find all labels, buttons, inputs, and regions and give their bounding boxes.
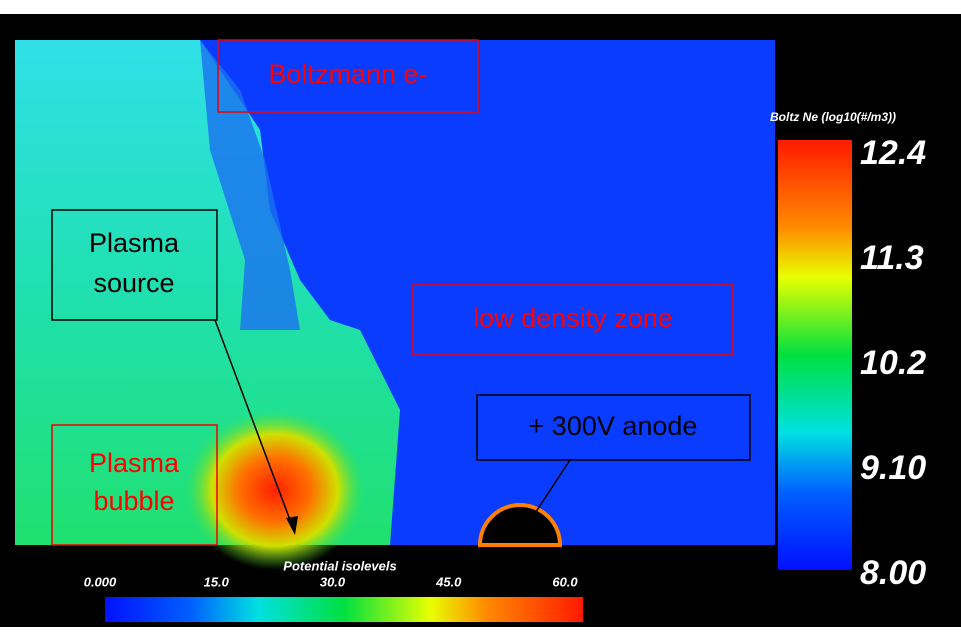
density-colorbar xyxy=(778,140,852,570)
colorbar-title: Boltz Ne (log10(#/m3)) xyxy=(770,110,896,124)
colorbar-label: 15.0 xyxy=(204,574,230,589)
potential-colorbar xyxy=(105,597,583,622)
page: Boltzmann e- Plasma source low density z… xyxy=(0,0,961,627)
annotation-text: source xyxy=(93,268,174,298)
colorbar-label: 12.4 xyxy=(860,134,926,172)
colorbar-label: 30.0 xyxy=(320,574,346,589)
density-blob xyxy=(185,410,365,570)
annotation-text: + 300V anode xyxy=(529,411,698,441)
colorbar-label: 60.0 xyxy=(552,574,578,589)
colorbar-label: 45.0 xyxy=(435,574,462,589)
annotation-text: bubble xyxy=(93,486,174,516)
colorbar-label: 8.00 xyxy=(860,554,926,592)
annotation-text: Plasma xyxy=(89,448,180,478)
annotation-text: low density zone xyxy=(473,303,673,333)
colorbar-label: 10.2 xyxy=(860,344,926,382)
screenshot: Boltzmann e- Plasma source low density z… xyxy=(0,0,961,627)
annotation-text: Plasma xyxy=(89,228,180,258)
annotation-text: Boltzmann e- xyxy=(268,59,427,89)
colorbar-label: 0.000 xyxy=(84,574,117,589)
colorbar-label: 11.3 xyxy=(860,239,924,277)
colorbar-title: Potential isolevels xyxy=(283,558,396,573)
colorbar-label: 9.10 xyxy=(860,449,926,487)
